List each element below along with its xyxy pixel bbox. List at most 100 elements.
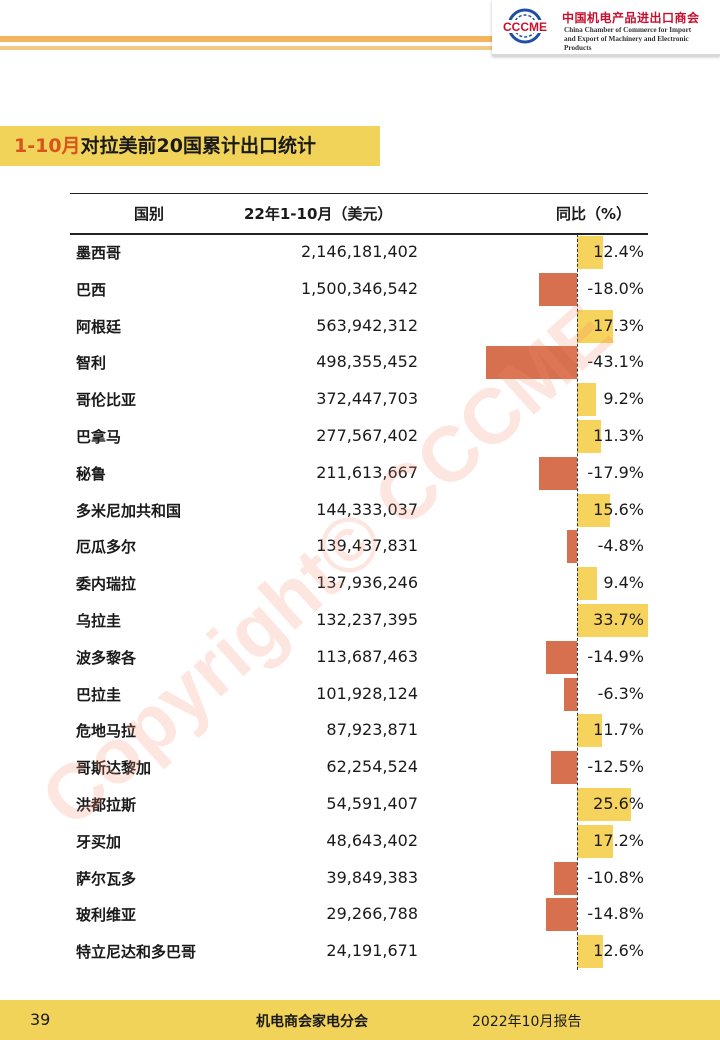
yoy-percent: -6.3% <box>597 683 644 703</box>
yoy-percent: -12.5% <box>587 757 644 777</box>
top-stripe-thin <box>0 46 720 50</box>
yoy-percent: 11.3% <box>593 425 644 445</box>
yoy-percent: 25.6% <box>593 793 644 813</box>
table-row: 乌拉圭 132,237,395 33.7% <box>0 602 720 639</box>
export-value: 24,191,671 <box>326 941 418 961</box>
country-name: 哥斯达黎加 <box>76 759 152 778</box>
yoy-percent: 11.7% <box>593 720 644 740</box>
yoy-bar-positive <box>577 383 597 417</box>
yoy-bar-negative <box>486 346 577 380</box>
yoy-percent: 9.2% <box>603 389 644 409</box>
yoy-bar-positive <box>577 603 648 637</box>
country-name: 秘鲁 <box>76 464 107 483</box>
export-value: 144,333,037 <box>316 499 418 519</box>
org-logo-box: CCCME 中国机电产品进出口商会 China Chamber of Comme… <box>492 0 720 56</box>
column-header-yoy: 同比（%） <box>556 205 632 223</box>
org-name-en-line1: China Chamber of Commerce for Import <box>564 26 692 34</box>
yoy-percent: 12.4% <box>593 242 644 261</box>
export-value: 48,643,402 <box>326 830 418 850</box>
yoy-percent: 17.2% <box>593 830 644 850</box>
yoy-percent: -4.8% <box>597 536 644 556</box>
yoy-percent: 12.6% <box>593 941 644 961</box>
country-name: 墨西哥 <box>76 244 122 262</box>
yoy-bar-positive <box>577 419 601 453</box>
yoy-bar-negative <box>539 272 577 306</box>
logo-text: CCCME <box>503 20 547 34</box>
table-row: 巴西 1,500,346,542 -18.0% <box>0 271 720 308</box>
export-value: 498,355,452 <box>316 352 418 372</box>
export-value: 563,942,312 <box>316 315 418 335</box>
yoy-zero-axis <box>577 234 578 970</box>
yoy-bar-negative <box>550 751 577 785</box>
org-name-en-line2: and Export of Machinery and Electronic P… <box>564 35 689 52</box>
export-value: 113,687,463 <box>316 646 418 666</box>
yoy-bar-negative <box>539 456 577 490</box>
export-value: 1,500,346,542 <box>300 278 418 298</box>
export-value: 372,447,703 <box>316 389 418 409</box>
page-footer: 39 机电商会家电分会 2022年10月报告 <box>0 1000 720 1040</box>
table-row: 巴拉圭 101,928,124 -6.3% <box>0 676 720 713</box>
org-name-en: China Chamber of Commerce for Import and… <box>564 26 714 53</box>
yoy-bar-negative <box>563 677 577 711</box>
yoy-bar-positive <box>577 236 604 269</box>
country-name: 洪都拉斯 <box>76 795 137 814</box>
export-value: 29,266,788 <box>326 904 418 924</box>
yoy-bar-negative <box>554 861 577 895</box>
country-name: 特立尼达和多巴哥 <box>76 943 197 962</box>
table-row: 秘鲁 211,613,667 -17.9% <box>0 455 720 492</box>
section-title-text: 对拉美前20国累计出口统计 <box>80 135 316 157</box>
country-name: 多米尼加共和国 <box>76 501 182 520</box>
export-value: 2,146,181,402 <box>300 242 418 261</box>
table-row: 特立尼达和多巴哥 24,191,671 12.6% <box>0 933 720 970</box>
yoy-percent: -10.8% <box>587 867 644 887</box>
section-title-highlight: 1-10月 <box>14 135 81 157</box>
country-name: 委内瑞拉 <box>76 575 137 594</box>
country-name: 阿根廷 <box>76 317 122 336</box>
yoy-bar-negative <box>566 530 577 564</box>
table-row: 洪都拉斯 54,591,407 25.6% <box>0 786 720 823</box>
yoy-percent: -43.1% <box>587 352 644 372</box>
yoy-percent: 17.3% <box>593 315 644 335</box>
footer-report-date: 2022年10月报告 <box>472 1014 582 1030</box>
export-value: 132,237,395 <box>316 609 418 629</box>
footer-organization: 机电商会家电分会 <box>256 1014 368 1030</box>
country-name: 波多黎各 <box>76 648 137 667</box>
export-value: 137,936,246 <box>316 573 418 593</box>
table-row: 墨西哥 2,146,181,402 12.4% <box>0 234 720 271</box>
table-top-rule <box>70 193 648 194</box>
country-name: 巴拿马 <box>76 427 122 446</box>
yoy-percent: 33.7% <box>593 609 644 629</box>
page-number: 39 <box>30 1010 51 1029</box>
country-name: 玻利维亚 <box>76 906 137 925</box>
yoy-percent: -14.9% <box>587 646 644 666</box>
yoy-percent: -18.0% <box>587 278 644 298</box>
table-row: 危地马拉 87,923,871 11.7% <box>0 712 720 749</box>
country-name: 牙买加 <box>76 832 122 851</box>
country-name: 哥伦比亚 <box>76 391 137 410</box>
table-row: 智利 498,355,452 -43.1% <box>0 344 720 381</box>
country-name: 厄瓜多尔 <box>76 538 137 557</box>
yoy-bar-positive <box>577 493 610 527</box>
column-header-country: 国别 <box>134 205 165 223</box>
export-value: 211,613,667 <box>316 462 418 482</box>
export-value: 54,591,407 <box>326 793 418 813</box>
top-stripe <box>0 36 720 42</box>
country-name: 智利 <box>76 354 107 373</box>
table-row: 哥伦比亚 372,447,703 9.2% <box>0 381 720 418</box>
table-row: 阿根廷 563,942,312 17.3% <box>0 308 720 345</box>
table-row: 玻利维亚 29,266,788 -14.8% <box>0 896 720 933</box>
export-table-body: 墨西哥 2,146,181,402 12.4% 巴西 1,500,346,542 -18.… <box>0 234 720 970</box>
table-row: 多米尼加共和国 144,333,037 15.6% <box>0 492 720 529</box>
table-row: 委内瑞拉 137,936,246 9.4% <box>0 565 720 602</box>
country-name: 危地马拉 <box>76 722 137 741</box>
yoy-percent: 9.4% <box>603 573 644 593</box>
yoy-percent: -17.9% <box>587 462 644 482</box>
yoy-percent: 15.6% <box>593 499 644 519</box>
export-value: 277,567,402 <box>316 425 418 445</box>
table-row: 哥斯达黎加 62,254,524 -12.5% <box>0 749 720 786</box>
table-header-rule <box>70 233 648 235</box>
export-value: 101,928,124 <box>316 683 418 703</box>
export-value: 39,849,383 <box>326 867 418 887</box>
country-name: 乌拉圭 <box>76 611 122 630</box>
country-name: 巴西 <box>76 280 107 299</box>
